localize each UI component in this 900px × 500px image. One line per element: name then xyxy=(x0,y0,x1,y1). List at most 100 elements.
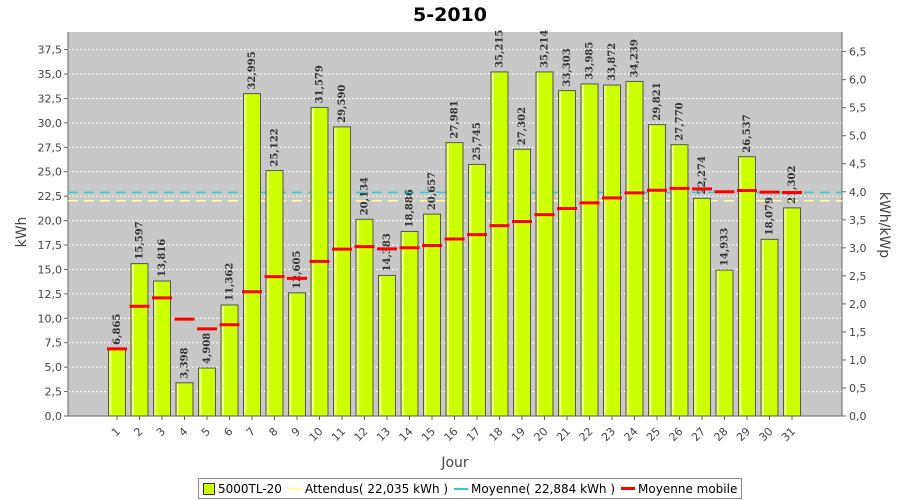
y2-tick-label: 0,0 xyxy=(849,410,867,423)
x-tick-label: 1 xyxy=(109,425,123,439)
x-tick-label: 23 xyxy=(599,425,618,444)
y-tick-label: 7,5 xyxy=(45,337,63,350)
y-tick-label: 22,5 xyxy=(38,190,63,203)
x-axis-label: Jour xyxy=(440,455,469,471)
x-tick-label: 4 xyxy=(176,425,190,439)
chart-svg: 0,02,55,07,510,012,515,017,520,022,525,0… xyxy=(14,4,892,471)
x-tick-label: 27 xyxy=(689,425,708,444)
x-tick-label: 19 xyxy=(509,425,528,444)
legend-label-moving-average: Moyenne mobile xyxy=(638,481,738,496)
x-tick-label: 29 xyxy=(734,425,753,444)
x-tick-label: 16 xyxy=(442,425,461,444)
y-tick-label: 15,0 xyxy=(38,263,63,276)
bar-value-label: 4,908 xyxy=(202,333,213,364)
y-tick-label: 37,5 xyxy=(38,44,63,57)
bar-value-label: 29,590 xyxy=(337,85,348,123)
bar-value-label: 35,214 xyxy=(540,30,551,68)
x-tick-label: 31 xyxy=(779,425,798,444)
x-tick-label: 9 xyxy=(289,425,303,439)
bar-value-label: 34,239 xyxy=(630,39,641,77)
legend-item-average: Moyenne( 22,884 kWh ) xyxy=(454,482,615,496)
bar-value-label: 12,605 xyxy=(292,251,303,289)
x-tick-label: 8 xyxy=(266,425,280,439)
x-tick-label: 6 xyxy=(221,425,235,439)
bar-value-label: 13,816 xyxy=(157,239,168,277)
y-tick-label: 35,0 xyxy=(38,68,63,81)
y-tick-label: 25,0 xyxy=(38,166,63,179)
bar-value-label: 31,579 xyxy=(315,65,326,103)
bar-value-label: 20,134 xyxy=(360,177,371,215)
bar-value-label: 26,537 xyxy=(742,114,753,152)
x-tick-label: 2 xyxy=(131,425,145,439)
y-tick-label: 5,0 xyxy=(45,361,63,374)
bar-value-label: 20,657 xyxy=(427,172,438,210)
legend-label-expected: Attendus( 22,035 kWh ) xyxy=(304,481,449,496)
y-tick-label: 12,5 xyxy=(38,288,63,301)
legend-item-expected: Attendus( 22,035 kWh ) xyxy=(287,481,449,496)
bar-value-label: 15,597 xyxy=(135,221,146,259)
x-tick-label: 25 xyxy=(644,425,663,444)
bar-value-label: 25,122 xyxy=(270,128,281,166)
x-tick-label: 7 xyxy=(244,425,258,439)
x-tick-label: 15 xyxy=(419,425,438,444)
x-tick-label: 17 xyxy=(464,425,483,444)
y2-tick-label: 6,5 xyxy=(849,46,867,59)
bar-value-label: 18,079 xyxy=(765,197,776,235)
legend-item-moving-average: Moyenne mobile xyxy=(621,482,737,496)
y2-tick-label: 2,0 xyxy=(849,298,867,311)
x-tick-label: 20 xyxy=(532,425,551,444)
bar-value-label: 3,398 xyxy=(180,347,191,378)
x-tick-label: 5 xyxy=(199,425,213,439)
bar-value-label: 11,362 xyxy=(225,263,236,301)
bar-value-label: 33,303 xyxy=(562,48,573,86)
x-tick-label: 24 xyxy=(622,425,641,444)
x-tick-label: 30 xyxy=(757,425,776,444)
bar-value-label: 33,985 xyxy=(585,42,596,80)
bar-value-label: 27,302 xyxy=(517,107,528,145)
x-tick-label: 28 xyxy=(712,425,731,444)
bar-value-label: 6,865 xyxy=(112,314,123,345)
bar-value-label: 32,995 xyxy=(247,51,258,89)
bar-value-label: 33,872 xyxy=(607,43,618,81)
chart-title: 5-2010 xyxy=(413,4,487,26)
bar-value-label: 29,821 xyxy=(652,82,663,120)
x-tick-label: 22 xyxy=(577,425,596,444)
x-tick-label: 21 xyxy=(554,425,573,444)
y-tick-label: 27,5 xyxy=(38,141,63,154)
x-tick-label: 18 xyxy=(487,425,506,444)
y2-tick-label: 6,0 xyxy=(849,74,867,87)
y-tick-label: 2,5 xyxy=(45,386,63,399)
plot-group: 0,02,55,07,510,012,515,017,520,022,525,0… xyxy=(38,30,867,444)
x-tick-label: 10 xyxy=(307,425,326,444)
y-tick-label: 17,5 xyxy=(38,239,63,252)
x-tick-label: 11 xyxy=(329,425,348,444)
legend: 5000TL-20 Attendus( 22,035 kWh ) Moyenne… xyxy=(198,478,743,499)
y2-tick-label: 4,0 xyxy=(849,186,867,199)
x-tick-label: 12 xyxy=(352,425,371,444)
y2-axis-label: kWh/kWp xyxy=(876,192,892,258)
legend-label-bars: 5000TL-20 xyxy=(218,481,282,496)
x-tick-label: 26 xyxy=(667,425,686,444)
y-tick-label: 30,0 xyxy=(38,117,63,130)
y2-tick-label: 2,5 xyxy=(849,270,867,283)
bar-value-label: 14,933 xyxy=(720,228,731,266)
bar-value-label: 18,886 xyxy=(405,189,416,227)
bar-value-label: 22,274 xyxy=(697,156,708,194)
bar-value-label: 27,981 xyxy=(450,100,461,138)
y-tick-label: 0,0 xyxy=(45,410,63,423)
y2-tick-label: 1,5 xyxy=(849,326,867,339)
bar-value-label: 14,383 xyxy=(382,233,393,271)
bar-value-label: 21,302 xyxy=(787,166,798,204)
y-axis-label: kWh xyxy=(14,217,30,248)
x-tick-label: 13 xyxy=(374,425,393,444)
y-tick-label: 10,0 xyxy=(38,312,63,325)
bar-value-label: 25,745 xyxy=(472,122,483,160)
legend-swatch-bars xyxy=(203,482,215,495)
y2-tick-label: 3,5 xyxy=(849,214,867,227)
y2-tick-label: 1,0 xyxy=(849,354,867,367)
x-tick-label: 14 xyxy=(397,425,416,444)
legend-item-bars: 5000TL-20 xyxy=(203,482,282,496)
bar-value-label: 35,215 xyxy=(495,30,506,68)
y-tick-label: 20,0 xyxy=(38,215,63,228)
